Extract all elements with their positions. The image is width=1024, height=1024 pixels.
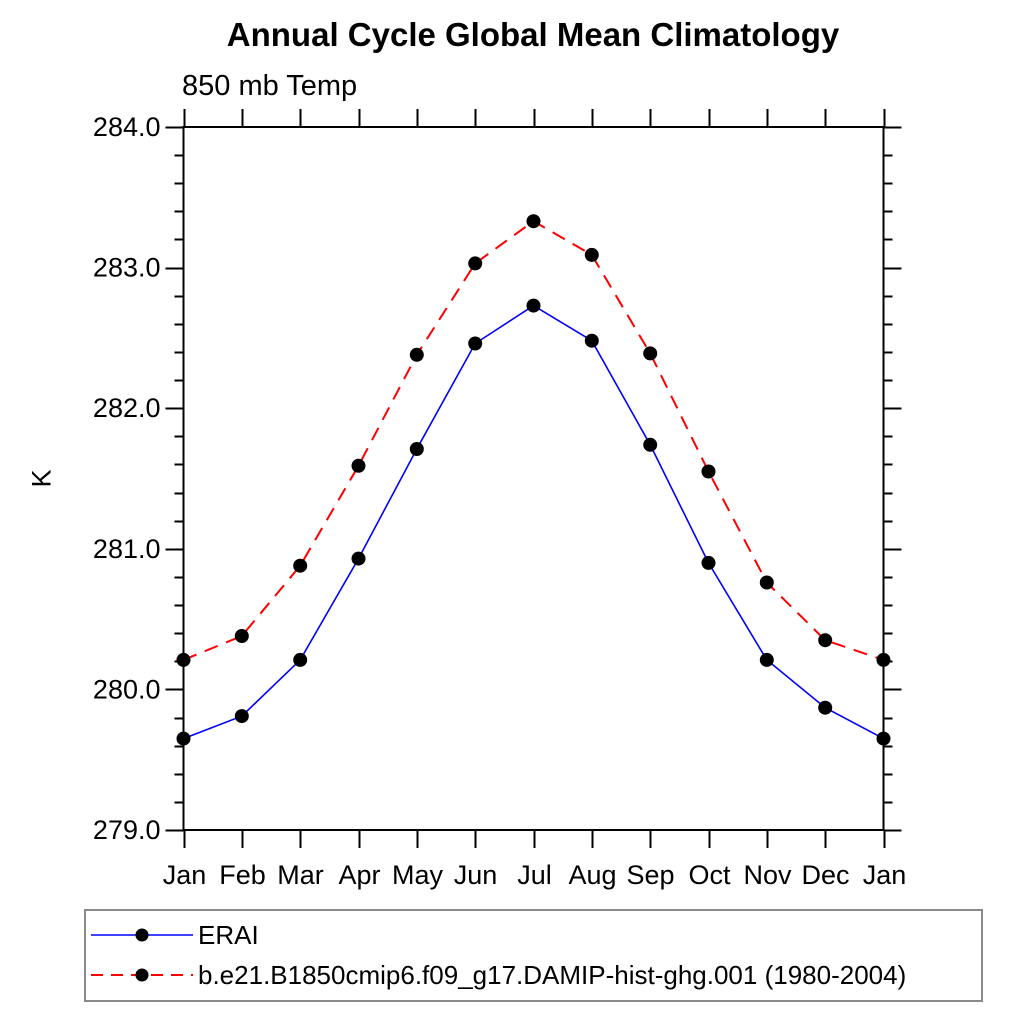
legend-entry-erai: ERAI xyxy=(90,917,259,953)
data-point-marker xyxy=(701,555,716,570)
data-point-marker xyxy=(351,458,366,473)
data-point-marker xyxy=(818,700,833,715)
data-point-marker xyxy=(468,336,483,351)
data-point-marker xyxy=(176,652,191,667)
data-point-marker xyxy=(584,333,599,348)
data-point-marker xyxy=(876,731,891,746)
data-point-marker xyxy=(526,298,541,313)
legend-marker-1 xyxy=(135,968,149,982)
data-point-marker xyxy=(818,633,833,648)
data-point-marker xyxy=(759,652,774,667)
data-point-marker xyxy=(526,214,541,229)
x-tick-label: Sep xyxy=(626,860,674,890)
x-tick-label: Oct xyxy=(688,860,731,890)
data-point-marker xyxy=(176,731,191,746)
series-line-1 xyxy=(183,220,884,661)
y-tick-label: 279.0 xyxy=(93,815,161,845)
x-tick-label: Jul xyxy=(517,860,552,890)
data-point-marker xyxy=(584,247,599,262)
y-tick-label: 282.0 xyxy=(93,393,161,423)
x-tick-label: May xyxy=(392,860,444,890)
plot-box xyxy=(182,126,885,831)
data-point-marker xyxy=(293,558,308,573)
data-point-marker xyxy=(876,652,891,667)
x-tick-label: Dec xyxy=(801,860,849,890)
legend-line-sample-solid xyxy=(91,928,193,942)
data-point-marker xyxy=(234,709,249,724)
data-point-marker xyxy=(701,464,716,479)
data-point-marker xyxy=(351,551,366,566)
data-point-marker xyxy=(643,346,658,361)
x-tick-label: Feb xyxy=(219,860,266,890)
data-point-marker xyxy=(468,256,483,271)
legend-line-sample-dashed xyxy=(91,968,193,982)
data-point-marker xyxy=(643,437,658,452)
data-point-marker xyxy=(409,347,424,362)
legend-entry-model: b.e21.B1850cmip6.f09_g17.DAMIP-hist-ghg.… xyxy=(90,957,906,993)
chart-title: Annual Cycle Global Mean Climatology xyxy=(226,16,840,53)
data-point-marker xyxy=(293,652,308,667)
y-tick-label: 283.0 xyxy=(93,253,161,283)
x-tick-label: Jan xyxy=(163,860,207,890)
series-line-0 xyxy=(183,304,884,740)
chart-subtitle: 850 mb Temp xyxy=(182,70,358,102)
legend-label-model: b.e21.B1850cmip6.f09_g17.DAMIP-hist-ghg.… xyxy=(198,959,907,990)
y-tick-label: 284.0 xyxy=(93,112,161,142)
data-point-marker xyxy=(409,442,424,456)
x-tick-label: Jan xyxy=(863,860,907,890)
data-point-marker xyxy=(759,575,774,590)
y-tick-label: 281.0 xyxy=(93,534,161,564)
x-tick-label: Aug xyxy=(568,860,616,890)
legend-marker-0 xyxy=(135,928,149,942)
x-tick-label: Mar xyxy=(277,860,324,890)
x-tick-label: Nov xyxy=(743,860,792,890)
x-tick-label: Jun xyxy=(454,860,498,890)
data-point-marker xyxy=(234,629,249,643)
y-tick-label: 280.0 xyxy=(93,674,161,704)
legend-label-erai: ERAI xyxy=(198,919,259,950)
legend: ERAI b.e21.B1850cmip6.f09_g17.DAMIP-hist… xyxy=(84,909,983,1002)
x-tick-label: Apr xyxy=(338,860,380,890)
